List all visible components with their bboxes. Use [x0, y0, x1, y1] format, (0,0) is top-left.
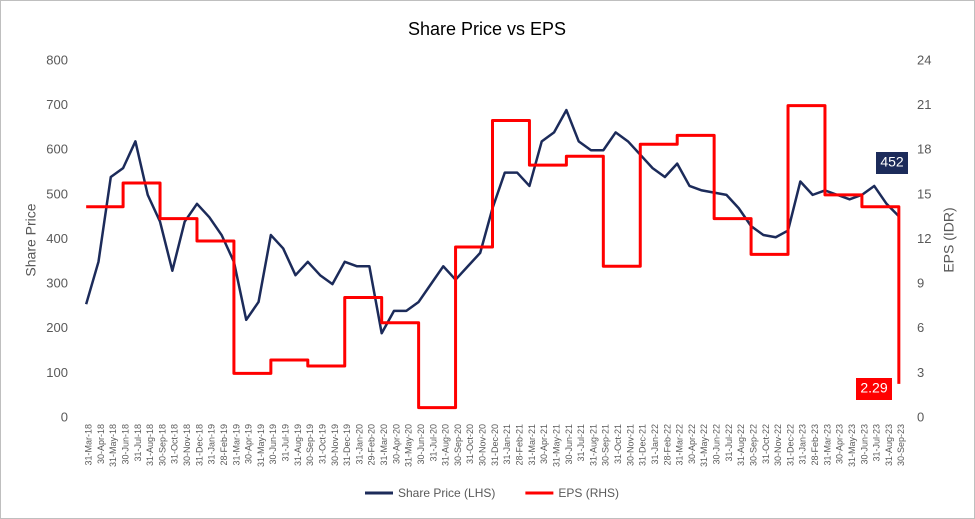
y2-tick-label: 3	[917, 365, 924, 380]
x-tick-label: 31-Dec-18	[194, 424, 204, 466]
x-tick-label: 31-Dec-20	[490, 424, 500, 466]
x-tick-label: 30-Apr-19	[244, 424, 254, 464]
x-tick-label: 31-Mar-19	[231, 424, 241, 466]
x-tick-label: 31-Jul-18	[133, 424, 143, 462]
y2-tick-label: 6	[917, 320, 924, 335]
x-tick-label: 30-Apr-22	[687, 424, 697, 464]
x-tick-label: 30-Jun-23	[859, 424, 869, 465]
x-tick-label: 30-Sep-23	[896, 424, 906, 466]
x-tick-label: 31-May-18	[108, 424, 118, 467]
y2-tick-label: 18	[917, 142, 931, 157]
x-tick-label: 31-Oct-20	[465, 424, 475, 464]
x-tick-label: 31-Oct-19	[317, 424, 327, 464]
x-tick-label: 31-Mar-22	[675, 424, 685, 466]
x-tick-label: 31-Dec-19	[342, 424, 352, 466]
x-tick-label: 31-May-20	[404, 424, 414, 467]
y2-tick-label: 0	[917, 409, 924, 424]
x-tick-label: 30-Jun-19	[268, 424, 278, 465]
x-tick-label: 30-Apr-21	[539, 424, 549, 464]
x-tick-label: 31-Jan-23	[798, 424, 808, 465]
y2-tick-label: 15	[917, 186, 931, 201]
x-tick-label: 31-Mar-18	[84, 424, 94, 466]
x-tick-label: 30-Sep-19	[305, 424, 315, 466]
x-tick-label: 31-Dec-21	[638, 424, 648, 466]
x-tick-label: 31-Jul-22	[724, 424, 734, 462]
y-tick-label: 600	[46, 142, 68, 157]
data-label: 2.29	[860, 380, 887, 396]
x-tick-label: 30-Apr-18	[96, 424, 106, 464]
x-tick-label: 31-Jan-20	[354, 424, 364, 465]
x-tick-label: 30-Apr-20	[391, 424, 401, 464]
x-tick-label: 31-Mar-23	[822, 424, 832, 466]
x-tick-label: 28-Feb-22	[662, 424, 672, 466]
x-tick-label: 31-Aug-20	[441, 424, 451, 466]
chart-title: Share Price vs EPS	[408, 19, 566, 39]
y-tick-label: 0	[61, 409, 68, 424]
x-tick-label: 31-Mar-20	[379, 424, 389, 466]
y2-tick-label: 21	[917, 97, 931, 112]
y2-axis-label: EPS (IDR)	[941, 207, 957, 272]
legend-label: EPS (RHS)	[558, 486, 619, 500]
data-label: 452	[880, 154, 904, 170]
x-tick-label: 31-Jan-22	[650, 424, 660, 465]
x-tick-label: 28-Feb-23	[810, 424, 820, 466]
x-tick-label: 31-May-19	[256, 424, 266, 467]
x-tick-label: 30-Jun-21	[564, 424, 574, 465]
x-tick-label: 30-Jun-22	[712, 424, 722, 465]
x-tick-label: 31-Oct-22	[761, 424, 771, 464]
x-tick-label: 31-May-23	[847, 424, 857, 467]
x-tick-label: 31-Jul-19	[281, 424, 291, 462]
x-tick-label: 31-Dec-22	[785, 424, 795, 466]
series-line	[86, 104, 901, 410]
x-tick-label: 30-Sep-22	[748, 424, 758, 466]
x-tick-label: 31-Jan-21	[502, 424, 512, 465]
x-tick-label: 31-Jan-19	[207, 424, 217, 465]
x-tick-label: 31-Jul-23	[872, 424, 882, 462]
x-tick-label: 30-Apr-23	[835, 424, 845, 464]
x-tick-label: 30-Nov-20	[478, 424, 488, 466]
y-tick-label: 300	[46, 276, 68, 291]
x-tick-label: 31-Jul-21	[576, 424, 586, 462]
x-tick-label: 31-Aug-18	[145, 424, 155, 466]
x-tick-label: 30-Nov-22	[773, 424, 783, 466]
x-tick-label: 30-Jun-20	[416, 424, 426, 465]
x-tick-label: 31-Aug-21	[588, 424, 598, 466]
data-label-box	[876, 152, 908, 174]
x-tick-label: 29-Feb-20	[367, 424, 377, 466]
x-tick-label: 31-Oct-21	[613, 424, 623, 464]
y-tick-label: 400	[46, 231, 68, 246]
x-tick-label: 31-May-21	[551, 424, 561, 467]
x-tick-label: 30-Sep-18	[157, 424, 167, 466]
x-tick-label: 28-Feb-19	[219, 424, 229, 466]
x-tick-label: 31-Aug-23	[884, 424, 894, 466]
legend-label: Share Price (LHS)	[398, 486, 495, 500]
x-tick-label: 30-Sep-20	[453, 424, 463, 466]
y-tick-label: 200	[46, 320, 68, 335]
data-label-box	[856, 378, 892, 400]
x-tick-label: 30-Jun-18	[120, 424, 130, 465]
x-tick-label: 31-Aug-22	[736, 424, 746, 466]
y-axis-label: Share Price	[23, 203, 39, 276]
y-tick-label: 100	[46, 365, 68, 380]
y-tick-label: 700	[46, 97, 68, 112]
y-tick-label: 800	[46, 52, 68, 67]
x-tick-label: 30-Nov-18	[182, 424, 192, 466]
y2-tick-label: 12	[917, 231, 931, 246]
x-tick-label: 28-Feb-21	[515, 424, 525, 466]
y-tick-label: 500	[46, 186, 68, 201]
x-tick-label: 30-Sep-21	[601, 424, 611, 466]
y2-tick-label: 24	[917, 52, 931, 67]
x-tick-label: 31-Jul-20	[428, 424, 438, 462]
x-tick-label: 31-Mar-21	[527, 424, 537, 466]
x-tick-label: 31-Oct-18	[170, 424, 180, 464]
y2-tick-label: 9	[917, 276, 924, 291]
x-tick-label: 30-Nov-21	[625, 424, 635, 466]
x-tick-label: 30-Nov-19	[330, 424, 340, 466]
x-tick-label: 31-May-22	[699, 424, 709, 467]
x-tick-label: 31-Aug-19	[293, 424, 303, 466]
